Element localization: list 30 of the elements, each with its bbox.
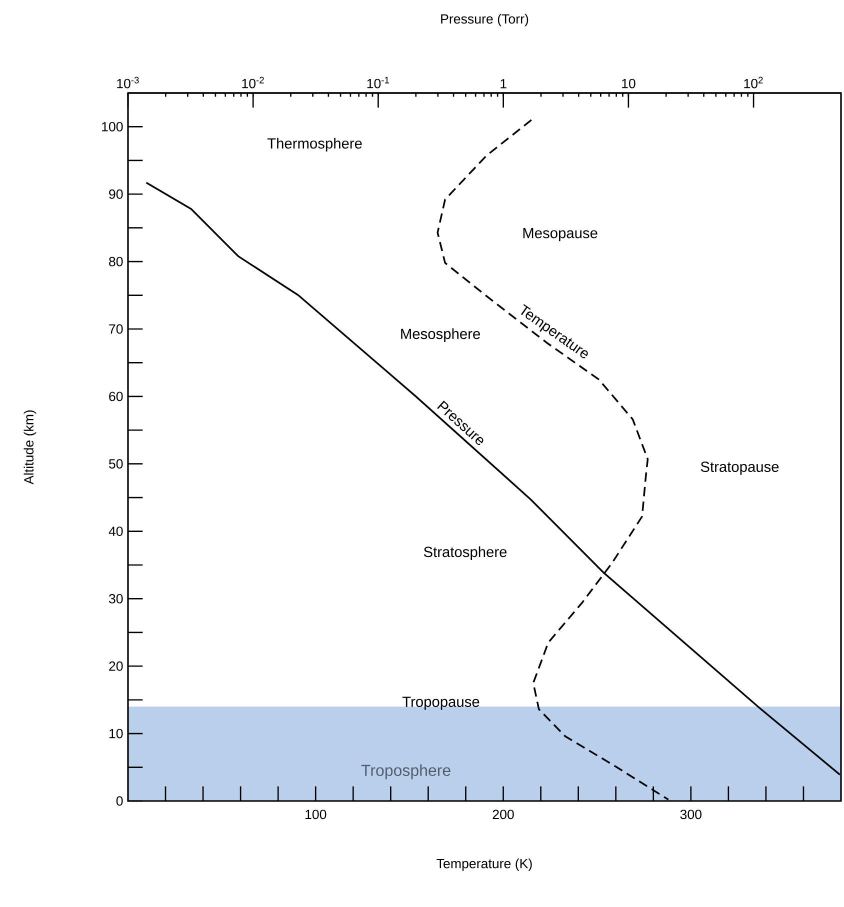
x-axis-title: Temperature (K) xyxy=(436,858,532,871)
y-tick-label: 90 xyxy=(109,189,123,199)
y-tick-label: 100 xyxy=(102,122,123,132)
annotation: Stratosphere xyxy=(424,546,507,560)
y-tick-label: 70 xyxy=(109,324,123,334)
band-label: Troposphere xyxy=(361,764,450,780)
y-tick-label: 20 xyxy=(109,661,123,671)
annotation: Mesosphere xyxy=(401,328,480,342)
y-tick-label: 50 xyxy=(109,459,123,469)
annotation: Stratopause xyxy=(700,462,779,475)
annotation: Mesopause xyxy=(523,228,598,242)
x-tick-label: 300 xyxy=(680,810,702,820)
annotation: Thermosphere xyxy=(267,138,362,152)
y-tick-label: 40 xyxy=(108,526,123,536)
y-tick-label: 0 xyxy=(116,796,123,806)
x2-tick-label: 10$^{2}$ xyxy=(744,76,763,88)
x2-axis-title: Pressure (Torr) xyxy=(441,14,528,26)
y-tick-label: 30 xyxy=(108,594,123,604)
x-tick-label: 100 xyxy=(306,810,326,820)
x-tick-label: 200 xyxy=(492,810,514,820)
y-tick-label: 60 xyxy=(109,392,123,402)
x2-tick-label: 10$^{-3}$ xyxy=(117,76,139,88)
y-axis-title: Altitude (km) xyxy=(24,410,36,484)
x2-tick-label: 10$^{-1}$ xyxy=(367,76,389,88)
y-tick-label: 10 xyxy=(109,728,123,738)
x2-tick-label: 10 xyxy=(622,78,636,88)
x2-tick-label: 10$^{-2}$ xyxy=(242,76,264,88)
x2-tick-label: 1 xyxy=(500,79,506,88)
y-tick-label: 80 xyxy=(109,256,123,266)
annotation: Tropopause xyxy=(402,696,480,710)
